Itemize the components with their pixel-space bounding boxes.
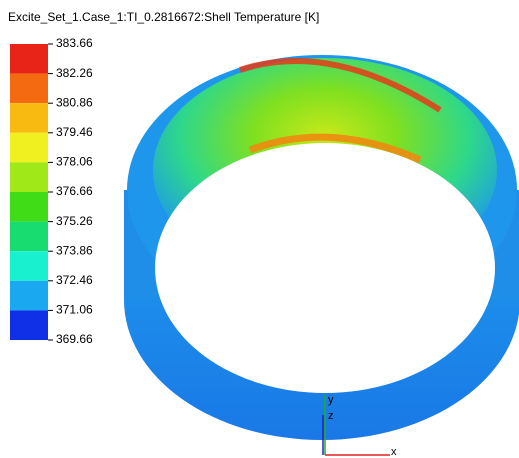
triad-label: y [328, 394, 334, 406]
legend-label: 380.86 [56, 95, 93, 109]
page: {"header": {"title": "Excite_Set_1.Case_… [0, 0, 519, 458]
color-band [10, 44, 48, 74]
color-band [10, 162, 48, 192]
color-band [10, 222, 48, 252]
legend-label: 373.86 [56, 243, 93, 257]
triad-label: x [391, 446, 397, 458]
colorbar [10, 44, 48, 340]
legend-label: 376.66 [56, 184, 93, 198]
legend-label: 382.26 [56, 66, 93, 80]
color-band [10, 103, 48, 133]
legend-label: 378.06 [56, 155, 93, 169]
color-band [10, 310, 48, 340]
legend-label: 371.06 [56, 303, 93, 317]
legend-label: 369.66 [56, 332, 93, 346]
color-band [10, 281, 48, 311]
result-view: Excite_Set_1.Case_1:TI_0.2816672:Shell T… [0, 0, 519, 458]
ring-model [124, 55, 519, 440]
legend-label: 375.26 [56, 214, 93, 228]
legend-label: 383.66 [56, 36, 93, 50]
triad-label: z [328, 410, 334, 422]
title: Excite_Set_1.Case_1:TI_0.2816672:Shell T… [8, 10, 319, 24]
legend-label: 372.46 [56, 273, 93, 287]
color-band [10, 192, 48, 222]
color-band [10, 133, 48, 163]
color-band [10, 251, 48, 281]
color-band [10, 74, 48, 104]
ring-hole [155, 143, 495, 393]
legend-label: 379.46 [56, 125, 93, 139]
